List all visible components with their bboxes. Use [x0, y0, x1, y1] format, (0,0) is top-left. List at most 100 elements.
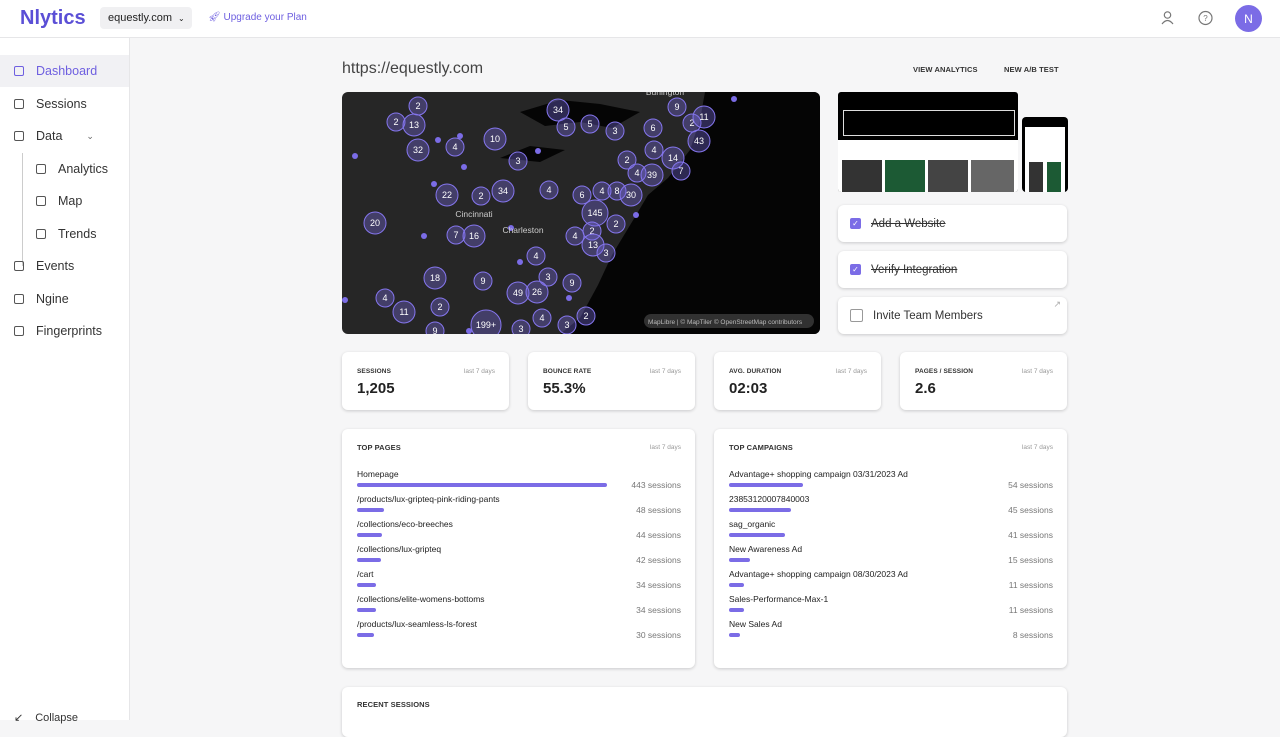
cluster[interactable]: [592, 181, 612, 201]
cluster[interactable]: [375, 288, 395, 308]
cluster[interactable]: [511, 319, 531, 334]
cluster[interactable]: [526, 246, 546, 266]
nav-item[interactable]: Map: [0, 185, 129, 217]
cluster[interactable]: [556, 117, 576, 137]
stat-period: last 7 days: [463, 368, 495, 375]
nav-item[interactable]: Analytics: [0, 153, 129, 185]
stat-card: PAGES / SESSION last 7 days 2.6: [900, 352, 1067, 410]
cluster[interactable]: [446, 225, 466, 245]
collapse[interactable]: ↙ Collapse: [14, 711, 78, 724]
cluster[interactable]: [576, 306, 596, 326]
cluster[interactable]: [596, 243, 616, 263]
nav-item[interactable]: Trends: [0, 218, 129, 250]
cluster[interactable]: [462, 224, 486, 248]
cluster[interactable]: [506, 281, 530, 305]
avatar[interactable]: N: [1235, 5, 1262, 32]
nav-item[interactable]: Fingerprints: [0, 315, 129, 347]
nav-item[interactable]: Events: [0, 250, 129, 282]
row-value: 443 sessions: [631, 480, 681, 490]
cluster[interactable]: [423, 266, 447, 290]
cluster[interactable]: [430, 297, 450, 317]
cluster-label: 4: [382, 293, 387, 303]
page: Nlytics equestly.com ⌄ 🚀︎ Upgrade your Pl…: [0, 5, 1280, 724]
header-icons[interactable]: ?: [1160, 10, 1220, 28]
cluster[interactable]: [425, 321, 445, 334]
nav-item[interactable]: Dashboard: [0, 55, 129, 87]
cluster[interactable]: [581, 233, 605, 257]
cluster[interactable]: [580, 114, 600, 134]
cluster[interactable]: [692, 105, 716, 129]
cluster[interactable]: [606, 214, 626, 234]
cluster-label: 43: [694, 136, 704, 146]
cluster[interactable]: [532, 308, 552, 328]
cluster[interactable]: [491, 179, 515, 203]
new-ab-test[interactable]: NEW A/B TEST: [1004, 65, 1059, 74]
cluster[interactable]: [392, 300, 416, 324]
preview-banner: [843, 110, 1015, 136]
checklist-item[interactable]: ✓ Verify Integration: [838, 251, 1067, 288]
upgrade-link[interactable]: 🚀︎ Upgrade your Plan: [208, 12, 307, 23]
cluster[interactable]: [483, 127, 507, 151]
cluster[interactable]: [605, 121, 625, 141]
upgrade-text: Upgrade your Plan: [223, 12, 307, 23]
cluster[interactable]: [471, 186, 491, 206]
nav-label: Dashboard: [36, 64, 98, 78]
cluster[interactable]: [643, 118, 663, 138]
nav-item[interactable]: Data ⌄: [0, 120, 129, 152]
checklist-item[interactable]: Invite Team Members ↗: [838, 297, 1067, 334]
cluster[interactable]: [525, 280, 549, 304]
nav-item[interactable]: Sessions: [0, 88, 129, 120]
checklist-item[interactable]: ✓ Add a Website: [838, 205, 1067, 242]
site-select[interactable]: equestly.com ⌄: [100, 7, 192, 29]
cluster[interactable]: [562, 273, 582, 293]
checklist-label: Invite Team Members: [873, 309, 983, 322]
cluster[interactable]: [470, 309, 502, 334]
cluster[interactable]: [671, 161, 691, 181]
cluster-label: 9: [432, 326, 437, 334]
attribution: MapLibre | © MapTiler © OpenStreetMap co…: [648, 318, 803, 326]
cluster[interactable]: [402, 113, 426, 137]
row-bar: [729, 633, 740, 637]
stat-label: BOUNCE RATE: [543, 368, 592, 375]
cluster[interactable]: [667, 97, 687, 117]
logo[interactable]: Nlytics: [20, 7, 86, 29]
cluster-label: 30: [626, 190, 636, 200]
cluster[interactable]: [508, 151, 528, 171]
cluster[interactable]: [546, 98, 570, 122]
cluster[interactable]: [557, 315, 577, 334]
cluster-label: 6: [579, 190, 584, 200]
nav-item[interactable]: Ngine: [0, 283, 129, 315]
top-pages-panel: TOP PAGES last 7 days Homepage 443 sessions…: [342, 429, 695, 668]
nav-label: Data: [36, 129, 63, 143]
cluster-label: 3: [603, 248, 608, 258]
help-icon[interactable]: [1198, 10, 1213, 26]
cluster[interactable]: [640, 163, 664, 187]
cluster[interactable]: [661, 146, 685, 170]
cluster[interactable]: [619, 183, 643, 207]
cluster[interactable]: [572, 185, 592, 205]
cluster[interactable]: [565, 226, 585, 246]
cluster[interactable]: [539, 180, 559, 200]
cluster[interactable]: [644, 140, 664, 160]
cluster[interactable]: [406, 138, 430, 162]
user-icon[interactable]: [1163, 11, 1172, 19]
cluster[interactable]: [581, 199, 609, 227]
cluster[interactable]: [445, 137, 465, 157]
cluster[interactable]: [386, 112, 406, 132]
cluster[interactable]: [473, 271, 493, 291]
cluster-label: 32: [413, 145, 423, 155]
cluster[interactable]: [538, 267, 558, 287]
preview-img: [885, 160, 925, 192]
cluster[interactable]: [607, 181, 627, 201]
cluster[interactable]: [687, 129, 711, 153]
cluster-label: 13: [409, 120, 419, 130]
cluster[interactable]: [363, 211, 387, 235]
cluster[interactable]: [435, 183, 459, 207]
stat-period: last 7 days: [649, 368, 681, 375]
view-analytics[interactable]: VIEW ANALYTICS: [913, 65, 978, 74]
cluster-label: 4: [572, 231, 577, 241]
cluster[interactable]: [617, 150, 637, 170]
map-dot: [535, 148, 541, 154]
help-mark: ?: [1203, 14, 1208, 23]
